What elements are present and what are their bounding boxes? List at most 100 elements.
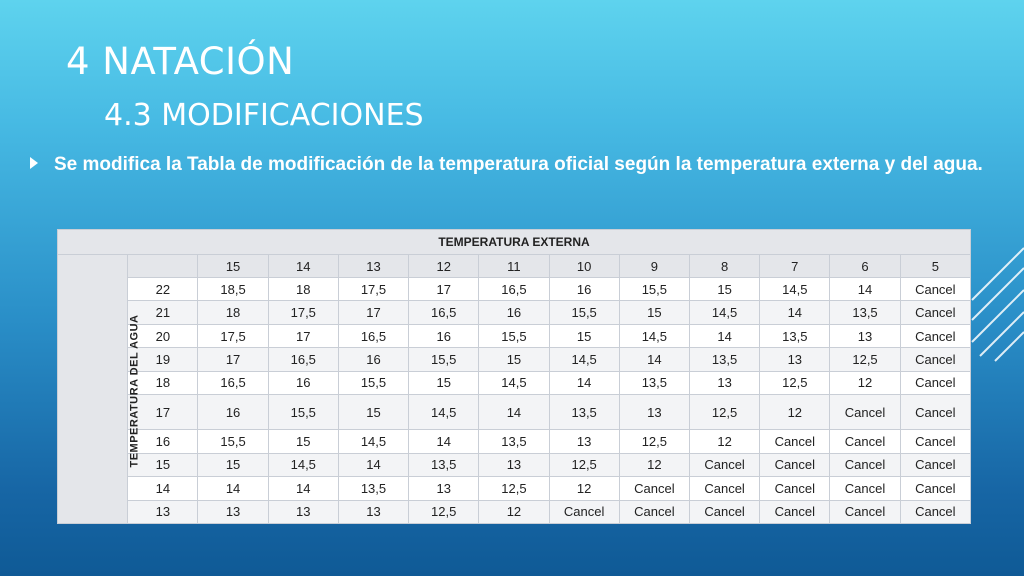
temperature-table: TEMPERATURA EXTERNA TEMPERATURA DEL AGUA… <box>56 229 972 524</box>
table-cell: 12,5 <box>688 394 761 431</box>
table-row: 17 16 15,5 15 14,5 14 13,5 13 12,5 12 Cancel Cancel <box>58 394 972 431</box>
table-cell: Cancel <box>899 499 972 524</box>
table-cell: 18,5 <box>197 276 269 302</box>
table-cell: 13 <box>759 347 831 372</box>
table-cell: 15 <box>197 452 269 478</box>
column-header: 7 <box>759 254 831 278</box>
table-cell: 14 <box>197 476 269 501</box>
water-temp-cell: 20 <box>127 323 199 349</box>
table-row: 15 15 14,5 14 13,5 13 12,5 12 Cancel Cancel Cancel… <box>58 452 972 478</box>
table-cell: 13,5 <box>478 429 550 454</box>
water-temp-cell: 14 <box>127 476 199 501</box>
column-header: 15 <box>197 254 269 278</box>
table-cell: Cancel <box>829 394 901 431</box>
water-temp-cell: 21 <box>127 300 199 325</box>
table-cell: Cancel <box>899 394 972 431</box>
table-row: 14 14 14 13,5 13 12,5 12 Cancel Cancel Cancel Canc… <box>58 476 972 501</box>
table-cell: 13 <box>337 499 410 524</box>
table-cell: 12 <box>759 394 831 431</box>
water-temp-cell: 13 <box>127 499 199 524</box>
table-cell: 14 <box>337 452 410 478</box>
table-cell: 15 <box>478 347 550 372</box>
table-cell: 15 <box>618 300 690 325</box>
table-cell: 15,5 <box>478 323 550 349</box>
table-cell: Cancel <box>618 476 690 501</box>
table-cell: 15,5 <box>337 370 410 396</box>
table-cell: 16,5 <box>197 370 269 396</box>
table-cell: 15 <box>548 323 620 349</box>
table-cell: 12,5 <box>829 347 901 372</box>
table-cell: 14 <box>829 276 901 302</box>
table-cell: 17 <box>197 347 269 372</box>
table-cell: 18 <box>197 300 269 325</box>
table-cell: 16 <box>267 370 339 396</box>
table-cell: 12 <box>688 429 761 454</box>
bullet-point: Se modifica la Tabla de modificación de … <box>30 145 1004 184</box>
table-cell: 15 <box>337 394 410 431</box>
table-row: 19 17 16,5 16 15,5 15 14,5 14 13,5 13 12,5 Cancel <box>58 347 972 372</box>
table-cell: 12,5 <box>478 476 550 501</box>
column-header: 13 <box>337 254 410 278</box>
table-cell: 15 <box>267 429 339 454</box>
table-cell: Cancel <box>899 370 972 396</box>
table-cell: Cancel <box>759 429 831 454</box>
table-cell: 14,5 <box>759 276 831 302</box>
table-cell: 13,5 <box>759 323 831 349</box>
table-cell: 16 <box>478 300 550 325</box>
table-cell: Cancel <box>899 429 972 454</box>
table-cell: 13 <box>618 394 690 431</box>
table-cell: 14,5 <box>688 300 761 325</box>
table-row: 18 16,5 16 15,5 15 14,5 14 13,5 13 12,5 12 Cancel <box>58 370 972 396</box>
column-header: 6 <box>829 254 901 278</box>
table-cell: 17,5 <box>197 323 269 349</box>
table-cell: Cancel <box>899 300 972 325</box>
table-cell: 12,5 <box>759 370 831 396</box>
water-temp-cell: 17 <box>127 394 199 431</box>
external-temperature-header: TEMPERATURA EXTERNA <box>57 229 971 255</box>
table-cell: 13,5 <box>548 394 620 431</box>
table-cell: 13 <box>478 452 550 478</box>
column-header: 12 <box>408 254 480 278</box>
table-cell: 13 <box>267 499 339 524</box>
table-cell: 13,5 <box>408 452 480 478</box>
table-cell: Cancel <box>548 499 620 524</box>
table-cell: 16 <box>337 347 410 372</box>
table-cell: Cancel <box>899 476 972 501</box>
table-cell: 15,5 <box>548 300 620 325</box>
table-cell: 16,5 <box>478 276 550 302</box>
table-cell: 15 <box>408 370 480 396</box>
table-cell: Cancel <box>759 452 831 478</box>
table-cell: Cancel <box>829 429 901 454</box>
table-cell: 16,5 <box>337 323 410 349</box>
table-cell: 12 <box>829 370 901 396</box>
column-header: 10 <box>548 254 620 278</box>
table-cell: 13,5 <box>688 347 761 372</box>
table-cell: 13,5 <box>337 476 410 501</box>
table-cell: 12,5 <box>408 499 480 524</box>
table-cell: 15 <box>688 276 761 302</box>
table-cell: Cancel <box>829 452 901 478</box>
table-cell: 16,5 <box>267 347 339 372</box>
table-cell: 17,5 <box>267 300 339 325</box>
table-cell: 14 <box>267 476 339 501</box>
table-cell: 14 <box>478 394 550 431</box>
table-cell: Cancel <box>829 499 901 524</box>
table-cell: 14,5 <box>618 323 690 349</box>
table-cell: 16 <box>408 323 480 349</box>
table-row: 21 18 17,5 17 16,5 16 15,5 15 14,5 14 13,5 Cancel <box>58 300 972 325</box>
table-cell: 12,5 <box>618 429 690 454</box>
table-cell: 17,5 <box>337 276 410 302</box>
column-header: 5 <box>899 254 972 278</box>
table-cell: 13 <box>408 476 480 501</box>
triangle-bullet-icon <box>30 157 38 169</box>
column-header: 14 <box>267 254 339 278</box>
water-temperature-header: TEMPERATURA DEL AGUA <box>128 314 141 467</box>
table-row: 16 15,5 15 14,5 14 13,5 13 12,5 12 Cancel Cancel Ca… <box>58 429 972 454</box>
table-cell: 14,5 <box>337 429 410 454</box>
bullet-text: Se modifica la Tabla de modificación de … <box>54 154 983 175</box>
column-header: 8 <box>688 254 761 278</box>
table-cell: 12 <box>548 476 620 501</box>
table-cell: 16,5 <box>408 300 480 325</box>
column-header: 9 <box>618 254 690 278</box>
water-temp-cell: 15 <box>127 452 199 478</box>
